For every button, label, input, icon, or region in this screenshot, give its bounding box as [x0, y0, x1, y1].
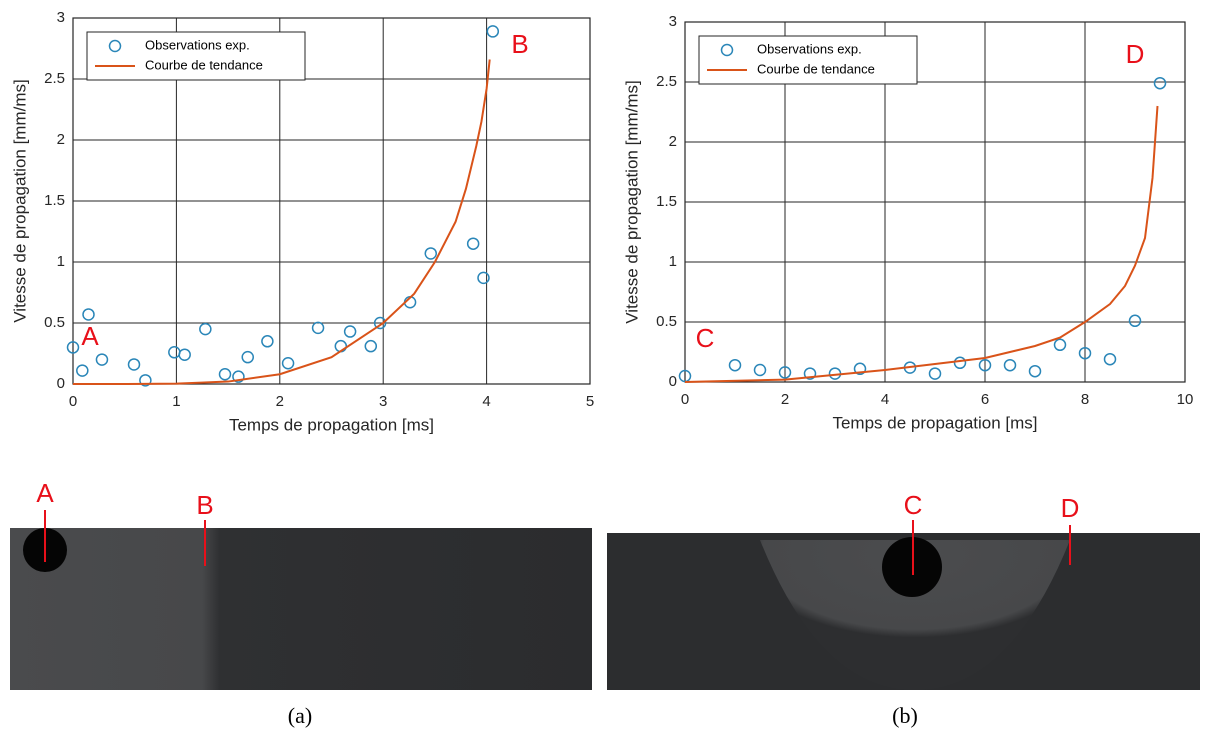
data-point	[1028, 364, 1042, 378]
legend-box	[86, 31, 306, 81]
data-point	[424, 247, 438, 260]
legend-box	[698, 35, 918, 85]
data-point	[95, 353, 109, 366]
data-point	[1003, 358, 1017, 372]
data-point	[953, 356, 967, 370]
data-point	[311, 321, 325, 335]
data-point	[1128, 314, 1142, 328]
legend-marker	[720, 43, 734, 57]
x-tick-label: 3	[379, 393, 387, 410]
y-tick-label: 0.5	[44, 314, 65, 331]
y-tick-label: 0	[57, 375, 65, 392]
data-point	[261, 335, 274, 348]
plot-frame	[72, 17, 591, 385]
data-point	[76, 364, 89, 377]
x-tick-label: 4	[881, 391, 889, 408]
data-point	[803, 367, 817, 380]
y-tick-label: 1	[57, 253, 65, 270]
fracture-zone	[760, 540, 1070, 690]
x-tick-label: 2	[781, 391, 789, 408]
legend-label: Courbe de tendance	[145, 57, 263, 72]
x-tick-label: 0	[681, 391, 689, 408]
chart: 0 1 2 3 4 5 0 0.5 1 1.5 2 2.5 3 Temps de propagation …	[10, 9, 594, 435]
legend-label: Courbe de tendance	[757, 61, 875, 76]
annotation: D	[1126, 39, 1145, 69]
x-tick-label: 6	[981, 391, 989, 408]
legend-marker	[108, 39, 122, 53]
annotation: A	[81, 321, 99, 351]
caption: (b)	[892, 703, 918, 728]
data-point	[364, 339, 378, 353]
photo-label: C	[904, 490, 923, 520]
chart: 0 2 4 6 8 10 0 0.5 1 1.5 2 2.5 3 Temps de propagation…	[622, 13, 1193, 433]
y-tick-label: 1.5	[656, 193, 677, 210]
y-tick-label: 0.5	[656, 313, 677, 330]
x-axis-label: Temps de propagation [ms]	[832, 413, 1037, 432]
data-point	[127, 358, 141, 371]
data-point	[281, 357, 295, 370]
x-tick-label: 2	[276, 393, 284, 410]
specimen	[10, 528, 592, 690]
data-point	[343, 325, 357, 338]
annotation: C	[696, 323, 715, 353]
data-point	[139, 374, 152, 387]
annotation: B	[511, 29, 528, 59]
data-point	[66, 341, 80, 354]
y-axis-label: Vitesse de propagation [mm/ms]	[10, 79, 29, 322]
data-point	[218, 367, 232, 381]
data-point	[199, 322, 212, 336]
y-tick-label: 1	[669, 253, 677, 270]
y-tick-label: 2.5	[656, 73, 677, 90]
data-point	[978, 358, 992, 372]
data-point	[728, 358, 742, 372]
data-point	[82, 308, 95, 321]
y-tick-label: 2	[57, 131, 65, 148]
data-point	[778, 366, 792, 379]
x-axis-label: Temps de propagation [ms]	[229, 415, 434, 434]
x-tick-label: 8	[1081, 391, 1089, 408]
legend-label: Observations exp.	[145, 37, 250, 52]
data-point	[232, 370, 245, 383]
y-tick-label: 3	[57, 9, 65, 26]
y-tick-label: 2.5	[44, 70, 65, 87]
data-point	[1153, 76, 1167, 90]
data-point	[373, 316, 387, 330]
data-point	[928, 367, 942, 380]
data-point	[1103, 352, 1117, 366]
photo-b: C D (b)	[607, 490, 1200, 728]
x-tick-label: 0	[69, 393, 77, 410]
data-point	[178, 348, 191, 361]
y-axis-label: Vitesse de propagation [mm/ms]	[622, 80, 641, 323]
plot-frame	[684, 21, 1186, 383]
data-point	[477, 271, 490, 285]
data-point	[1053, 338, 1067, 352]
photo-label: B	[196, 490, 213, 520]
data-point	[853, 362, 867, 376]
data-point	[241, 350, 254, 364]
data-point	[486, 25, 500, 38]
photo-a: A B (a)	[10, 478, 592, 728]
y-tick-label: 2	[669, 133, 677, 150]
trend-line	[684, 105, 1159, 383]
y-tick-label: 3	[669, 13, 677, 30]
photo-label: D	[1061, 493, 1080, 523]
x-tick-label: 5	[586, 393, 594, 410]
x-tick-label: 4	[482, 393, 490, 410]
data-point	[466, 237, 480, 250]
y-tick-label: 0	[669, 373, 677, 390]
data-point	[753, 363, 767, 377]
x-tick-label: 1	[172, 393, 180, 410]
trend-line	[73, 59, 491, 385]
photo-label: A	[36, 478, 54, 508]
y-tick-label: 1.5	[44, 192, 65, 209]
data-point	[1078, 346, 1092, 360]
caption: (a)	[288, 703, 312, 728]
legend-label: Observations exp.	[757, 41, 862, 56]
x-tick-label: 10	[1177, 391, 1194, 408]
